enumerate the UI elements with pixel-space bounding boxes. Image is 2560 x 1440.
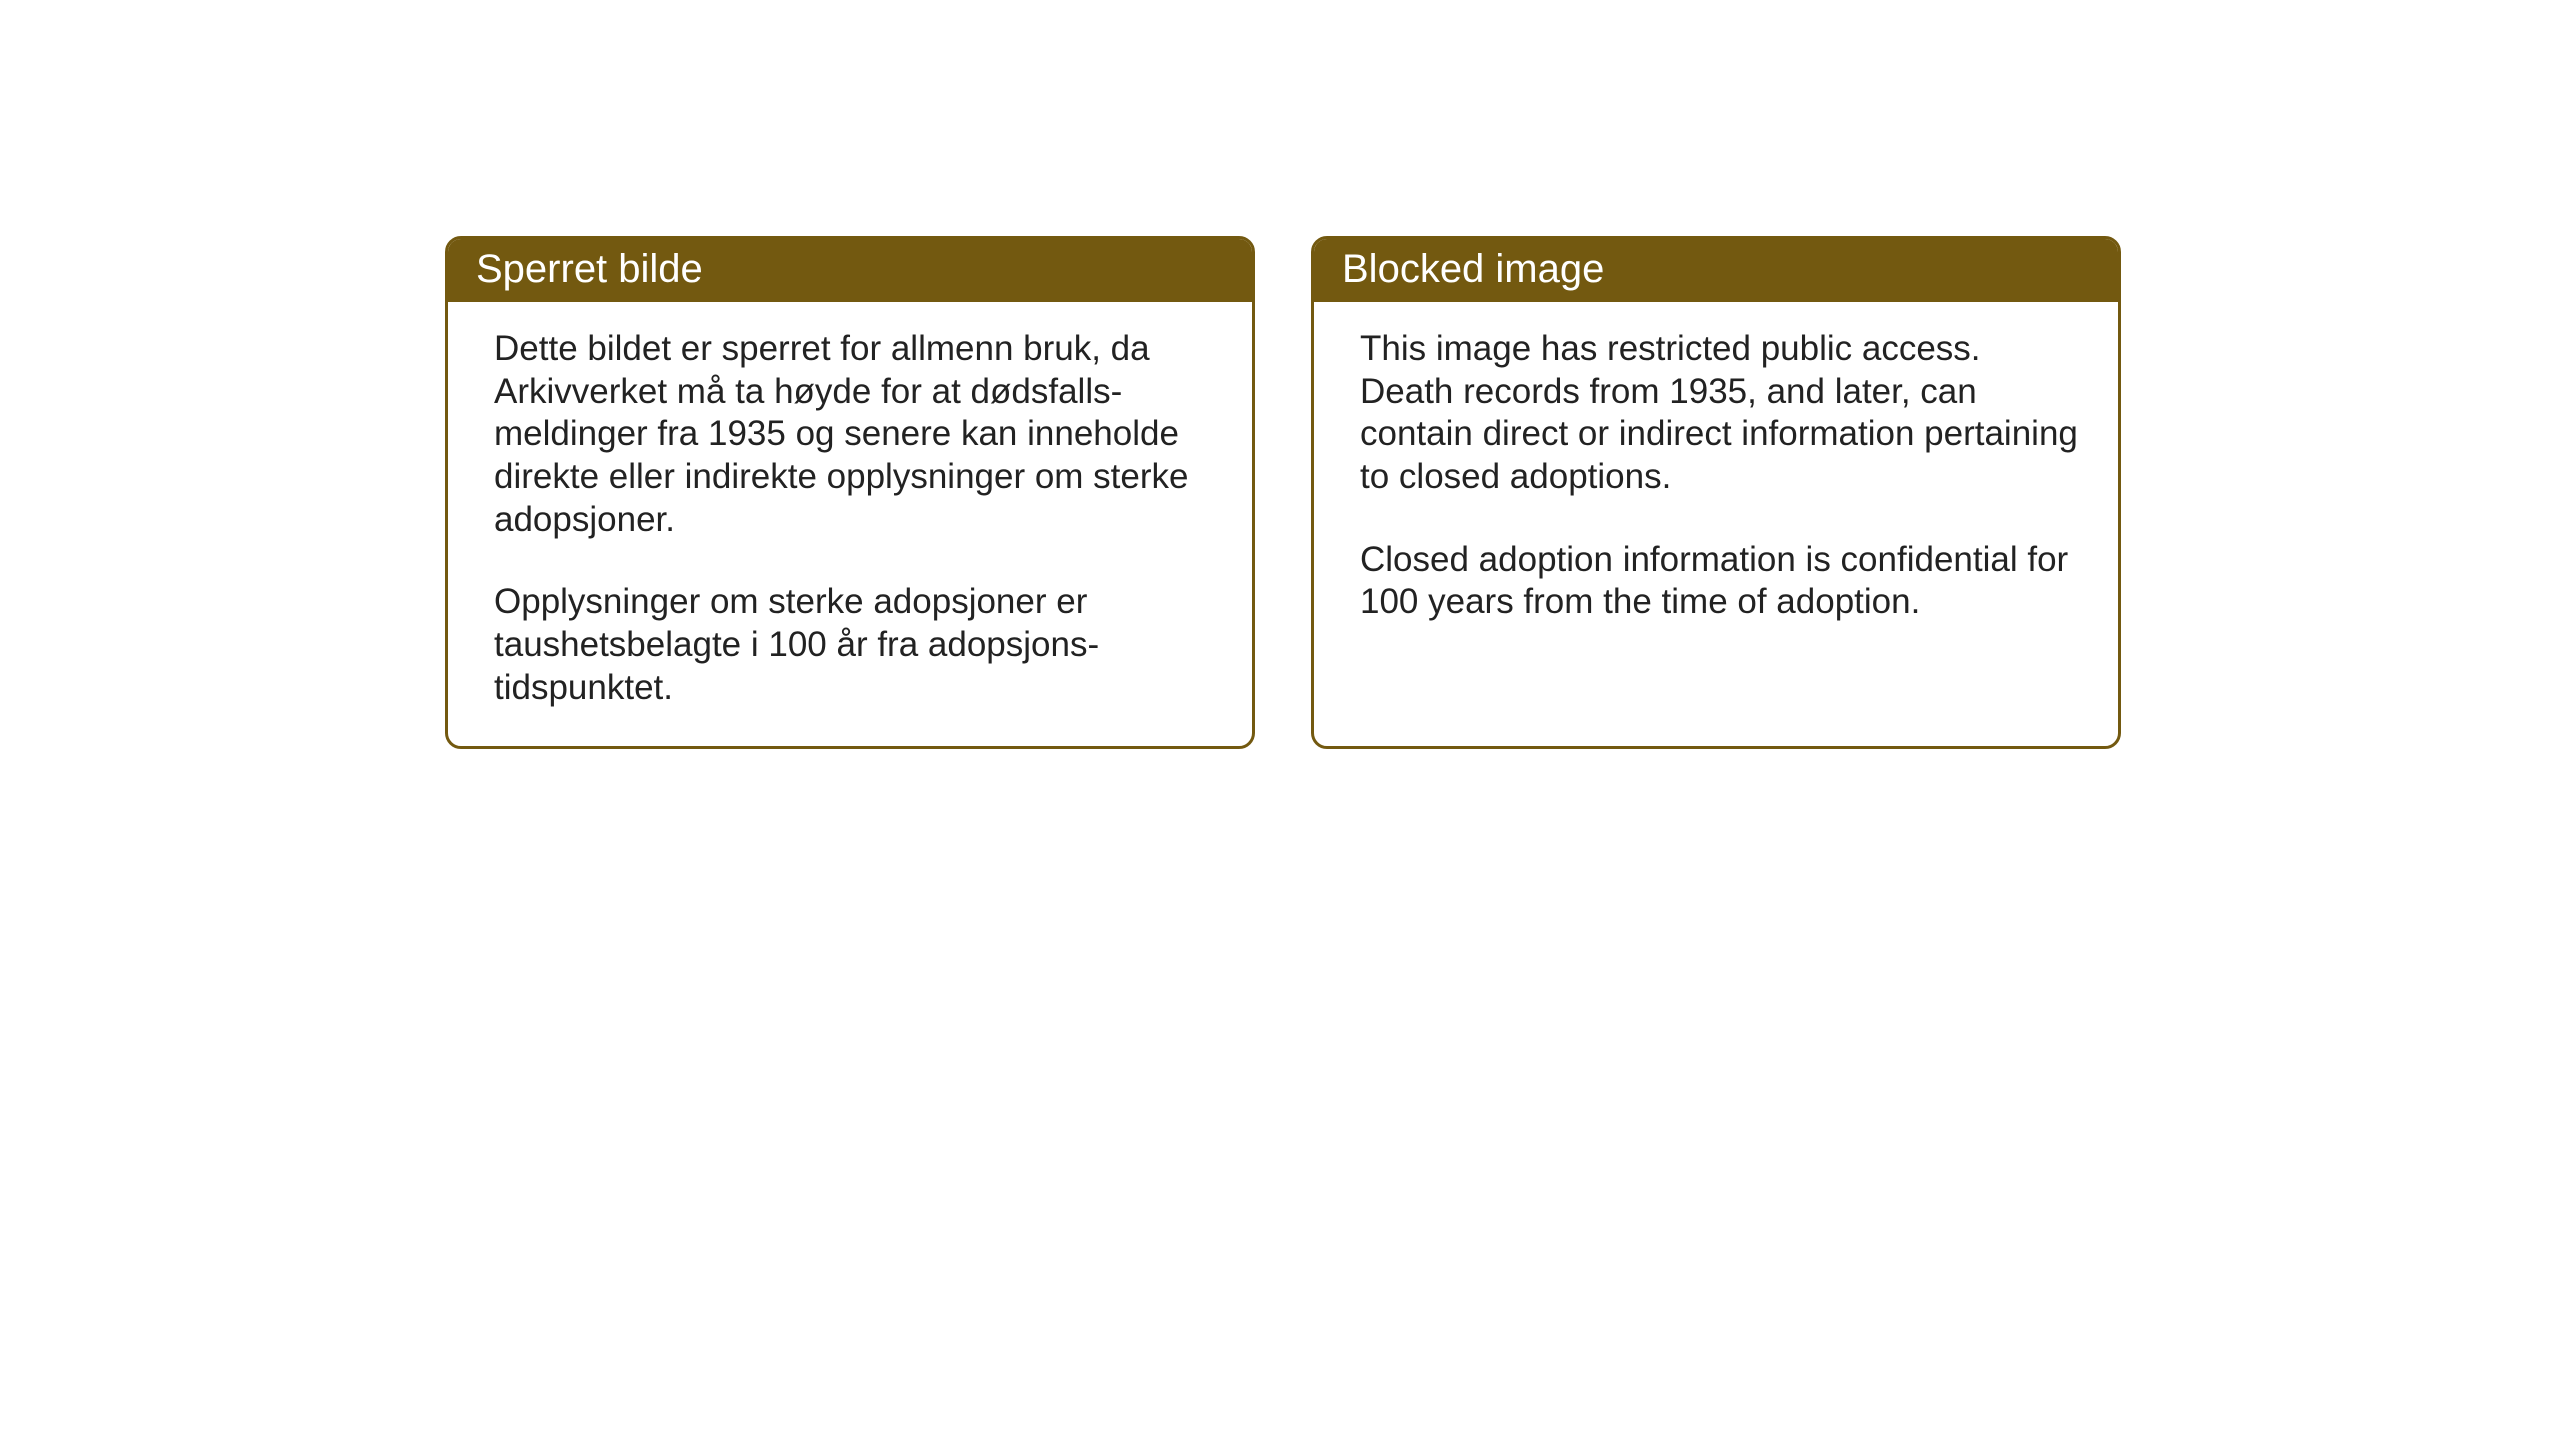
notice-cards-container: Sperret bilde Dette bildet er sperret fo… [445, 236, 2121, 749]
card-text-english-p1: This image has restricted public access.… [1360, 328, 2078, 499]
card-text-norwegian-p2: Opplysninger om sterke adopsjoner er tau… [494, 581, 1212, 709]
notice-card-english: Blocked image This image has restricted … [1311, 236, 2121, 749]
card-body-english: This image has restricted public access.… [1314, 302, 2118, 704]
card-header-norwegian: Sperret bilde [448, 239, 1252, 302]
card-body-norwegian: Dette bildet er sperret for allmenn bruk… [448, 302, 1252, 746]
card-text-english-p2: Closed adoption information is confident… [1360, 539, 2078, 624]
card-text-norwegian-p1: Dette bildet er sperret for allmenn bruk… [494, 328, 1212, 541]
card-header-english: Blocked image [1314, 239, 2118, 302]
notice-card-norwegian: Sperret bilde Dette bildet er sperret fo… [445, 236, 1255, 749]
